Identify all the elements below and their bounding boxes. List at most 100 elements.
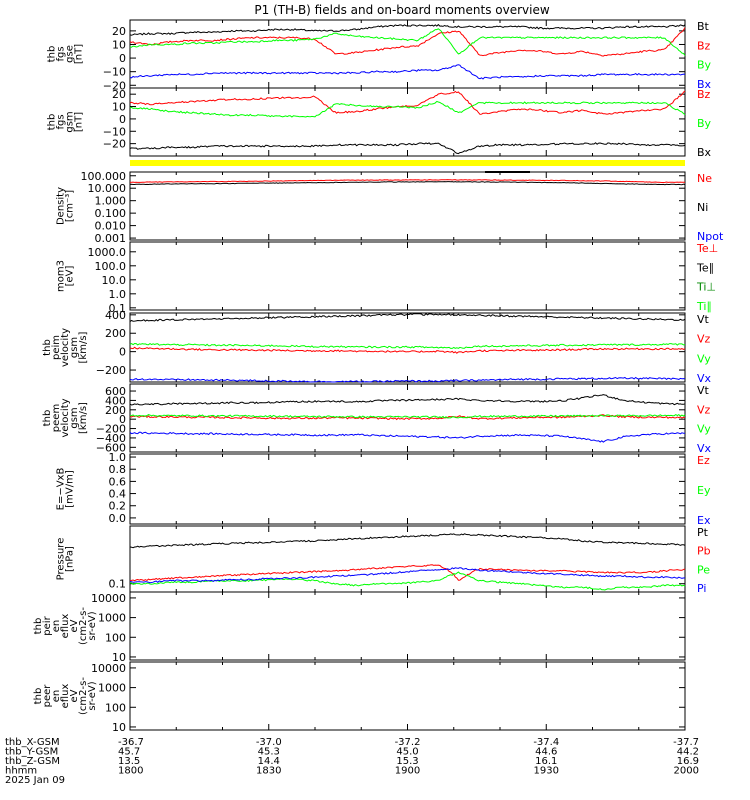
y-axis-label: (cm2-s- [78, 677, 89, 715]
y-tick-label: 0 [119, 346, 126, 359]
y-tick-label: 10000 [91, 662, 126, 675]
y-axis-label: gsm [69, 337, 80, 358]
y-tick-label: 10000 [91, 592, 126, 605]
y-axis-label: fgs [56, 46, 67, 61]
series-line-Bx [129, 142, 686, 155]
ephemeris-value: 45.3 [258, 747, 280, 758]
y-axis-label: eV [69, 619, 80, 632]
ephemeris-value: 1800 [118, 766, 143, 777]
legend-label: By [697, 59, 712, 72]
legend-label: Npot [697, 230, 724, 243]
series-line-Vt [129, 394, 686, 406]
series-line-Vx [129, 376, 686, 383]
legend-label: Bt [697, 20, 710, 33]
series-line-Ne [129, 179, 685, 183]
y-axis-label: E=−VxB [56, 468, 67, 511]
y-axis-label: peem [51, 404, 62, 432]
y-axis-label: velocity [60, 328, 71, 367]
y-axis-label: gsm [69, 407, 80, 428]
y-tick-label: 200 [105, 327, 126, 340]
legend-label: Bz [697, 39, 711, 52]
y-tick-label: 0.0 [109, 512, 127, 525]
y-axis-label: Density [56, 187, 67, 225]
y-axis-label: thb [42, 339, 53, 356]
panel-peir_eflux: 10000 1000 100 10 thbpeirenefluxeV(cm2-s-sr-… [33, 591, 686, 664]
y-axis-label: en [51, 690, 62, 703]
legend-label: Vx [697, 372, 712, 385]
legend-label: Bx [697, 146, 712, 159]
y-tick-label: 0 [119, 52, 126, 65]
y-tick-label: −20 [103, 79, 126, 92]
legend-label: Vt [697, 313, 710, 326]
ephemeris-value: 45.0 [396, 747, 418, 758]
y-tick-label: 0.8 [109, 463, 127, 476]
y-axis-label: sr-eV) [87, 681, 98, 710]
y-tick-label: 0.001 [95, 232, 127, 245]
ephemeris-value: -37.2 [395, 737, 421, 748]
y-tick-label: −600 [96, 441, 126, 454]
series-line-Vz [129, 414, 686, 421]
y-tick-label: 100.0 [95, 260, 127, 273]
legend-label: Ni [697, 201, 708, 214]
legend-label: Pb [697, 545, 711, 558]
y-axis-label: (cm2-s- [78, 607, 89, 645]
y-axis-label: [km/s] [78, 331, 89, 363]
ephemeris-value: -37.7 [673, 737, 699, 748]
y-tick-label: 1000 [98, 612, 126, 625]
y-tick-label: 600 [105, 385, 126, 398]
ephemeris-value: -37.4 [533, 737, 559, 748]
series-line-By [129, 28, 686, 56]
y-tick-label: −10 [103, 66, 126, 79]
ephemeris-value: 14.4 [258, 756, 280, 767]
legend-label: Ti⊥ [696, 281, 716, 294]
y-tick-label: 0.1 [109, 302, 127, 315]
series-line-Vz [129, 346, 686, 354]
y-axis-label: thb [47, 114, 58, 131]
ephemeris-value: 1900 [395, 766, 420, 777]
ephemeris-row-label: thb_X-GSM [5, 737, 60, 748]
y-tick-label: 0 [119, 113, 126, 126]
series-line-Bx [129, 64, 686, 80]
series-line-Vy [129, 342, 686, 349]
y-tick-label: 10 [112, 38, 126, 51]
y-tick-label: 200 [105, 404, 126, 417]
legend-label: Pt [697, 526, 709, 539]
ephemeris-value: 13.5 [118, 756, 140, 767]
y-axis-label: gsm [65, 111, 76, 132]
legend-label: Te∥ [696, 261, 714, 274]
y-axis-label: eflux [60, 684, 71, 709]
y-tick-label: 1000 [98, 682, 126, 695]
legend-label: Vy [697, 352, 711, 365]
y-tick-label: 10.000 [88, 182, 127, 195]
y-tick-label: 1.0 [109, 451, 127, 464]
y-axis-label: mom3 [56, 260, 67, 292]
y-tick-label: 0.1 [109, 578, 127, 591]
y-tick-label: 100 [105, 631, 126, 644]
y-axis-label: [mV/m] [65, 470, 76, 508]
y-tick-label: 0.010 [95, 220, 127, 233]
date-label: 2025 Jan 09 [5, 775, 65, 786]
y-tick-label: −20 [103, 138, 126, 151]
y-tick-label: 1000.0 [88, 246, 127, 259]
ephemeris-value: 15.3 [396, 756, 418, 767]
legend-label: Pi [697, 582, 706, 595]
ephemeris-row-label: thb_Y-GSM [5, 747, 58, 758]
y-tick-label: −400 [96, 432, 126, 445]
y-axis-label: thb [42, 410, 53, 427]
ephemeris-value: 44.2 [677, 747, 699, 758]
series-line-Pb [129, 564, 686, 582]
series-line-Bz [129, 27, 686, 57]
y-axis-label: [nT] [74, 112, 85, 132]
y-tick-label: 0.4 [109, 488, 127, 501]
legend-label: Ey [697, 484, 711, 497]
y-tick-label: 10 [112, 651, 126, 664]
ephemeris-value: -37.0 [256, 737, 282, 748]
series-line-Pe [130, 571, 686, 591]
y-tick-label: 20 [112, 25, 126, 38]
ephemeris-row-label: hhmm [5, 766, 37, 777]
series-line-By [129, 100, 686, 118]
y-tick-label: 0.2 [109, 500, 127, 513]
legend-label: Vz [697, 333, 711, 346]
y-axis-label: sr-eV) [87, 611, 98, 640]
legend-label: Ez [697, 454, 710, 467]
